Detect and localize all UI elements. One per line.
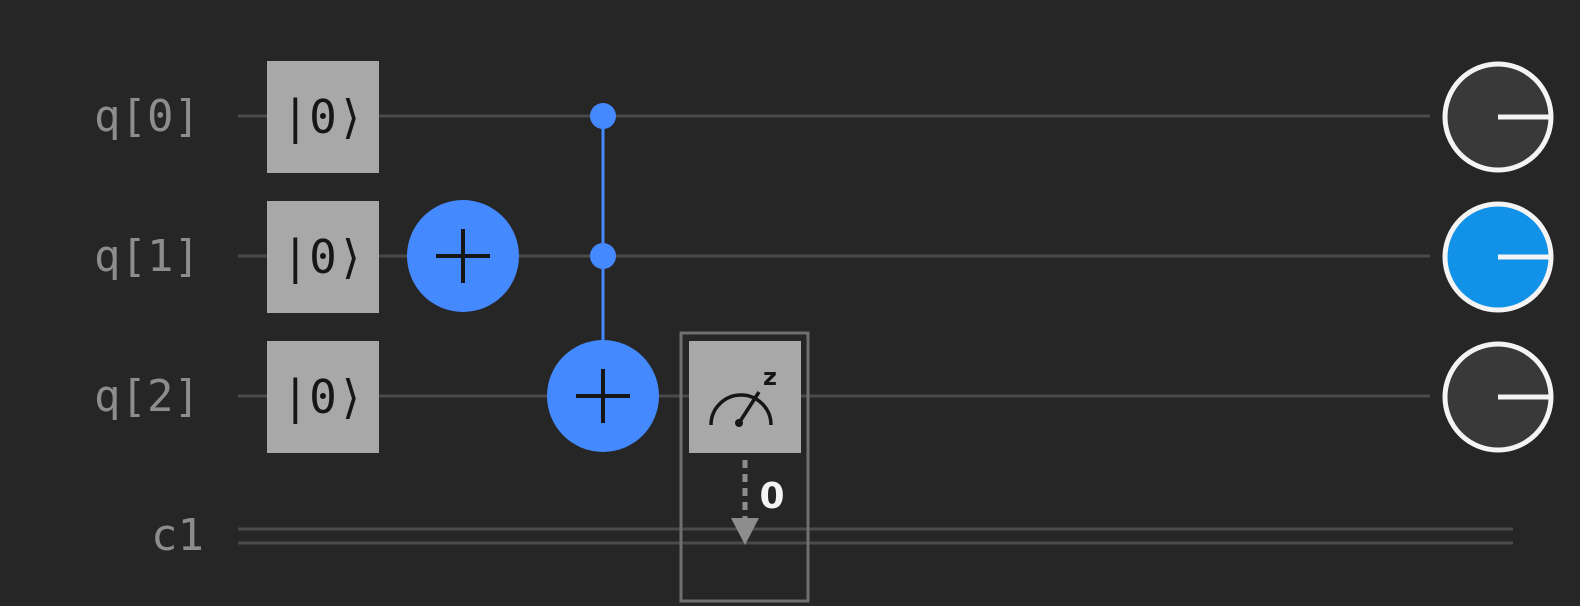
classical-register-label: c1 — [151, 510, 204, 561]
reset-gate-1[interactable]: |0⟩ — [267, 201, 379, 313]
measure-basis-label: z — [763, 363, 777, 391]
control-dot-1 — [590, 243, 616, 269]
clbit-index-label: 0 — [759, 476, 784, 517]
toffoli-gate[interactable] — [547, 103, 659, 452]
reset-gate-label: |0⟩ — [281, 230, 364, 285]
reset-gate-0[interactable]: |0⟩ — [267, 61, 379, 173]
reset-gate-label: |0⟩ — [281, 90, 364, 145]
qubit-state-indicator-1 — [1442, 201, 1554, 313]
x-gate[interactable] — [407, 200, 519, 312]
qubit-label-2: q[2] — [94, 371, 200, 422]
qubit-label-1: q[1] — [94, 231, 200, 282]
qubit-label-0: q[0] — [94, 91, 200, 142]
measure-gate[interactable]: z 0 — [679, 331, 810, 603]
qubit-state-indicator-0 — [1442, 61, 1554, 173]
reset-gate-label: |0⟩ — [281, 370, 364, 425]
meter-pivot-icon — [735, 419, 743, 427]
meter-needle-icon — [737, 391, 761, 424]
meter-icon — [709, 393, 773, 426]
control-dot-0 — [590, 103, 616, 129]
measure-frame — [679, 331, 810, 603]
classical-arrow-head-icon — [731, 518, 759, 545]
reset-gate-2[interactable]: |0⟩ — [267, 341, 379, 453]
qubit-state-indicator-2 — [1442, 341, 1554, 453]
